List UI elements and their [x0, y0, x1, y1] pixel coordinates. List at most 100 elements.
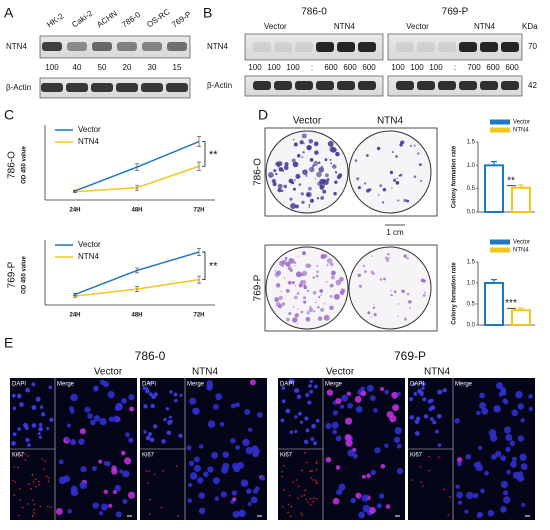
merge-cell — [498, 392, 504, 397]
band — [358, 42, 376, 52]
merge-cell — [361, 494, 369, 502]
quant-label: 100 — [391, 63, 405, 72]
nucleus — [174, 398, 178, 403]
colony — [308, 307, 314, 313]
nucleus — [12, 432, 17, 437]
colony — [391, 187, 393, 189]
merge-cell — [491, 454, 497, 460]
ki67-dot — [148, 470, 150, 472]
colony — [386, 259, 390, 262]
ki67-dot — [315, 498, 318, 500]
merge-cell — [385, 504, 391, 509]
ki67-dot — [34, 478, 37, 481]
band — [253, 42, 271, 52]
colony — [323, 303, 326, 305]
nucleus — [409, 415, 414, 420]
colony — [357, 273, 361, 278]
nucleus — [419, 390, 424, 396]
band — [480, 81, 498, 90]
colony — [291, 158, 296, 163]
ki67-dot — [315, 460, 318, 463]
colony — [377, 194, 380, 196]
colony — [323, 179, 329, 186]
colony — [408, 299, 412, 304]
colony — [273, 169, 277, 173]
merge-cell — [506, 469, 511, 475]
merge-cell — [511, 409, 519, 417]
quant-label: 600 — [343, 63, 357, 72]
ki67-dot — [38, 480, 40, 483]
merge-cell — [124, 457, 132, 465]
colony — [417, 152, 420, 155]
colony — [292, 317, 298, 323]
merge-cell — [260, 475, 266, 481]
colony — [325, 173, 329, 178]
merge-cell — [335, 397, 342, 405]
colony — [329, 305, 334, 311]
nucleus — [313, 441, 318, 446]
colony — [373, 313, 377, 317]
merge-cell — [87, 413, 93, 419]
merge-cell — [332, 497, 340, 505]
colony — [297, 308, 299, 310]
merge-cell — [255, 448, 260, 453]
colony — [334, 180, 338, 184]
ki67-dot — [18, 514, 20, 517]
channel-label: Merge — [57, 382, 75, 388]
merge-cell — [121, 398, 127, 404]
merge-cell — [58, 459, 64, 465]
quant-label: 100 — [410, 63, 424, 72]
band — [295, 81, 313, 90]
ki67-dot — [148, 513, 151, 515]
nucleus — [307, 400, 312, 405]
band — [66, 83, 88, 92]
merge-cell — [326, 389, 334, 396]
colony — [401, 289, 405, 293]
y-tick-label: 1.0 — [467, 163, 476, 169]
merge-cell — [358, 511, 365, 519]
nucleus — [165, 407, 170, 411]
merge-cell — [386, 410, 394, 419]
legend-label: NTN4 — [513, 128, 529, 134]
significance-bracket — [202, 251, 206, 280]
ki67-dot — [295, 479, 298, 481]
colony — [303, 285, 308, 290]
colony — [387, 257, 390, 260]
channel-label: DAPI — [280, 382, 294, 388]
colony — [309, 306, 312, 308]
nucleus — [166, 430, 172, 436]
colony — [369, 188, 372, 191]
colony — [278, 295, 283, 300]
colony — [357, 186, 361, 190]
legend-label: Vector — [78, 240, 101, 249]
merge-cell — [338, 483, 346, 491]
colony — [397, 315, 399, 318]
ki67-dot — [304, 489, 307, 492]
colony — [275, 283, 281, 288]
merge-cell — [219, 422, 225, 427]
colony — [340, 288, 346, 293]
colony — [308, 206, 311, 208]
ki67-dot — [35, 485, 37, 488]
band — [358, 81, 376, 90]
merge-cell — [455, 484, 460, 489]
colony — [283, 184, 288, 189]
colony — [324, 158, 328, 162]
x-tick-label: 24H — [69, 313, 80, 319]
nucleus — [38, 435, 42, 439]
merge-cell — [518, 471, 524, 477]
merge-cell — [346, 391, 351, 396]
colony — [308, 138, 314, 144]
colony — [319, 289, 324, 293]
merge-cell — [212, 477, 220, 485]
colony — [330, 162, 333, 165]
ki67-dot — [147, 482, 150, 485]
nucleus — [168, 415, 172, 419]
colony — [283, 165, 289, 171]
ki67-dot — [420, 481, 422, 483]
colony — [308, 204, 311, 206]
nucleus — [46, 426, 50, 430]
merge-cell — [502, 398, 508, 404]
nucleus — [422, 397, 427, 402]
colony — [298, 183, 302, 186]
